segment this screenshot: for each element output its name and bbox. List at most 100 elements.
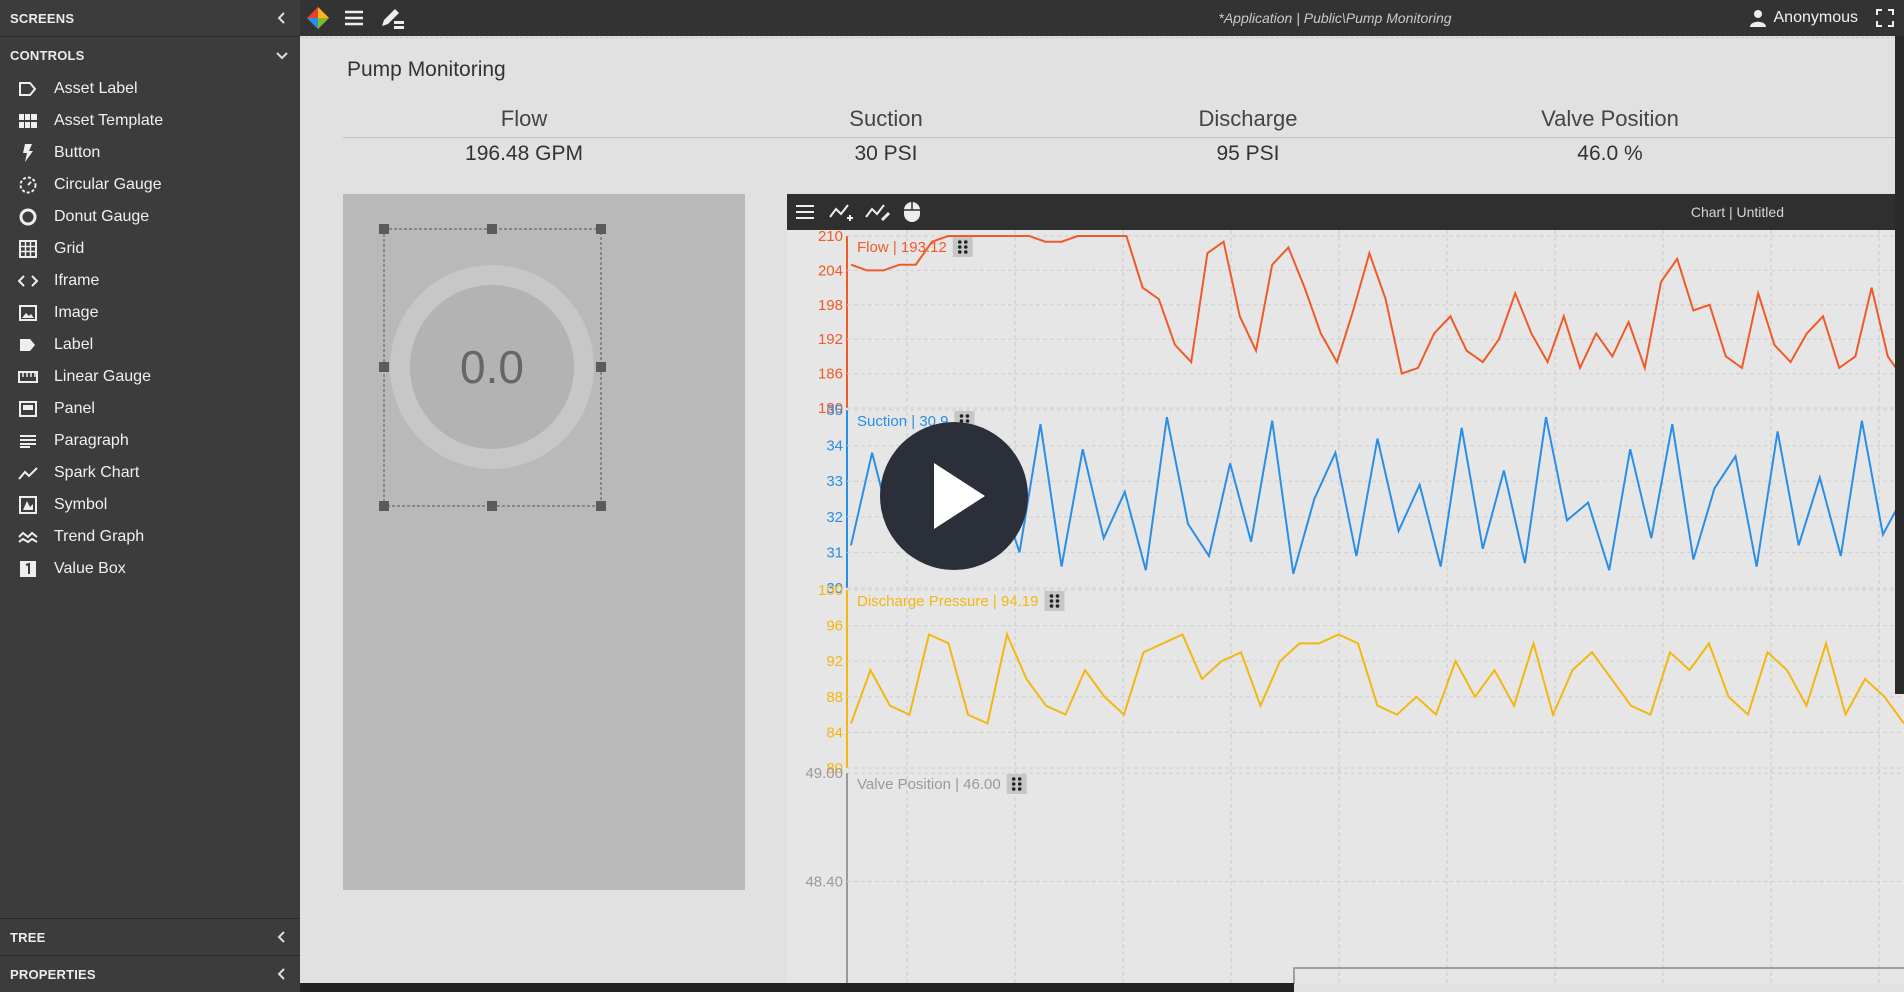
handle-dot (957, 250, 962, 254)
screens-section-header[interactable]: SCREENS (0, 0, 300, 36)
control-label: Panel (54, 400, 95, 417)
control-asset-label[interactable]: Asset Label (0, 73, 300, 105)
trend-icon (18, 527, 38, 547)
tree-label: TREE (10, 929, 46, 945)
drag-handle-icon (1044, 591, 1065, 611)
y-tick-label: 32 (826, 509, 843, 526)
canvas-guide-line (300, 37, 1904, 38)
control-trend-graph[interactable]: Trend Graph (0, 521, 300, 553)
control-image[interactable]: Image (0, 297, 300, 329)
screens-label: SCREENS (10, 10, 75, 26)
control-value-box[interactable]: Value Box (0, 553, 300, 585)
series-label: Flow | 193.12 (857, 239, 947, 256)
control-label-text: Label (54, 336, 94, 353)
fullscreen-icon[interactable] (1876, 9, 1894, 27)
top-bar: *Application | Public\Pump Monitoring An… (300, 0, 1904, 36)
handle-dot (1017, 787, 1022, 791)
control-label: Paragraph (54, 432, 129, 449)
add-series-icon[interactable] (829, 202, 855, 222)
chart-toolbar: Chart | Untitled (787, 194, 1904, 230)
chevron-left-icon[interactable] (274, 929, 290, 945)
control-donut-gauge[interactable]: Donut Gauge (0, 201, 300, 233)
handle-dot (1011, 782, 1016, 786)
controls-section-header[interactable]: CONTROLS (0, 37, 300, 73)
series-line (850, 631, 1904, 725)
control-panel[interactable]: Panel (0, 393, 300, 425)
play-button[interactable] (879, 421, 1029, 571)
series-label: Valve Position | 46.00 (857, 776, 1001, 793)
metric-divider (343, 137, 1904, 138)
trend-chart[interactable]: Chart | Untitled 210 204 198 192 186 180 Flow … (787, 194, 1904, 984)
page-title: Pump Monitoring (347, 58, 506, 81)
edit-series-icon[interactable] (865, 202, 891, 222)
control-linear-gauge[interactable]: Linear Gauge (0, 361, 300, 393)
y-tick-label: 96 (826, 618, 843, 635)
chevron-left-icon[interactable] (274, 10, 290, 26)
handle-dot (963, 250, 968, 254)
control-label: Asset Template (54, 112, 164, 129)
y-tick-label: 80 (826, 760, 843, 777)
control-circular-gauge[interactable]: Circular Gauge (0, 169, 300, 201)
handle-dot (1055, 594, 1060, 598)
handle-dot (959, 414, 964, 418)
control-label: Trend Graph (54, 528, 145, 545)
chevron-down-icon[interactable] (274, 47, 290, 63)
user-menu[interactable]: Anonymous (1749, 0, 1858, 36)
properties-section-header[interactable]: PROPERTIES (0, 956, 300, 992)
metric-suction-label: Suction (849, 106, 923, 131)
properties-label: PROPERTIES (10, 966, 96, 982)
donut-gauge[interactable] (343, 194, 745, 890)
handle-dot (1049, 599, 1054, 603)
gauge-panel[interactable]: 0.0 (343, 194, 745, 890)
sparkline-icon (18, 463, 38, 483)
table-grid-icon (18, 239, 38, 259)
image-icon (18, 303, 38, 323)
control-asset-template[interactable]: Asset Template (0, 105, 300, 137)
control-paragraph[interactable]: Paragraph (0, 425, 300, 457)
donut-icon (18, 207, 38, 227)
control-grid[interactable]: Grid (0, 233, 300, 265)
chart-menu-icon[interactable] (795, 204, 815, 220)
control-iframe[interactable]: Iframe (0, 265, 300, 297)
circular-gauge-icon (18, 175, 38, 195)
drag-handle-icon (1006, 774, 1027, 794)
divider (0, 918, 300, 919)
handle-dot (1011, 787, 1016, 791)
handle-dot (1055, 599, 1060, 603)
y-tick-label: 180 (818, 400, 843, 417)
y-tick-label: 92 (826, 653, 843, 670)
control-label[interactable]: Label (0, 329, 300, 361)
control-spark-chart[interactable]: Spark Chart (0, 457, 300, 489)
control-label: Symbol (54, 496, 108, 513)
control-label: Button (54, 144, 101, 161)
control-symbol[interactable]: Symbol (0, 489, 300, 521)
left-sidebar: SCREENS CONTROLS Asset Label Asset Templ… (0, 0, 300, 992)
tag-icon (18, 335, 38, 355)
control-label: Spark Chart (54, 464, 140, 481)
series-label: Discharge Pressure | 94.19 (857, 593, 1039, 610)
horizontal-scrollbar[interactable] (300, 983, 1294, 992)
y-tick-label: 88 (826, 689, 843, 706)
handle-dot (1011, 777, 1016, 781)
tree-section-header[interactable]: TREE (0, 919, 300, 955)
control-label: Image (54, 304, 99, 321)
handle-dot (963, 245, 968, 249)
handle-dot (1055, 604, 1060, 608)
code-icon (18, 271, 38, 291)
vertical-scrollbar[interactable] (1895, 36, 1904, 694)
selection-handles (379, 224, 606, 511)
control-label: Linear Gauge (54, 368, 151, 385)
menu-icon[interactable] (344, 9, 364, 27)
control-button[interactable]: Button (0, 137, 300, 169)
chart-plot[interactable]: 210 204 198 192 186 180 Flow | 193.12 35 34 33 32 3… (787, 230, 1904, 984)
metric-flow-label: Flow (500, 106, 548, 131)
chevron-left-icon[interactable] (274, 966, 290, 982)
app-logo-icon[interactable] (306, 6, 330, 30)
y-tick-label: 210 (818, 230, 843, 245)
grid-template-icon (18, 111, 38, 131)
handle-dot (1017, 782, 1022, 786)
edit-mode-icon[interactable] (380, 6, 406, 30)
divider (0, 955, 300, 956)
mouse-icon[interactable] (903, 201, 921, 223)
metric-suction-value: 30 PSI (854, 142, 918, 165)
